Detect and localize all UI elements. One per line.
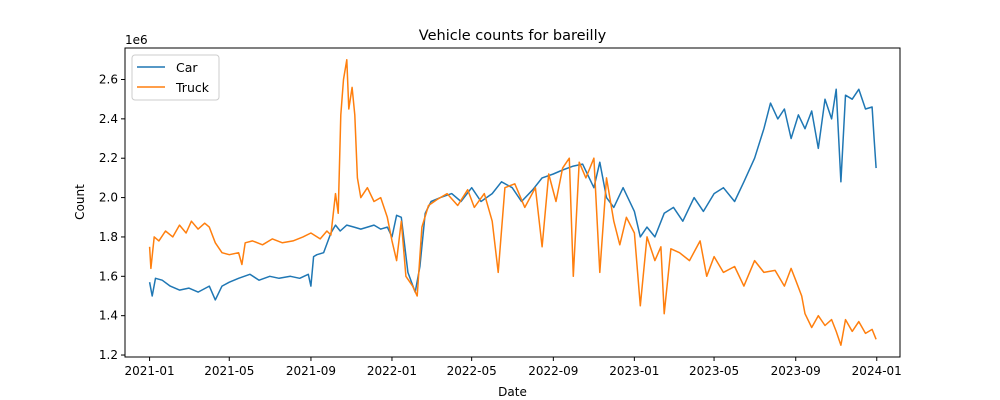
y-axis: 1.2 1.4 1.6 1.8 2.0 2.2 2.4 2.6 [99,72,125,362]
y-tick-label: 1.6 [99,269,118,283]
x-tick-label: 2021-05 [204,364,254,378]
series-line-car [148,88,877,301]
legend: Car Truck [131,54,220,101]
y-tick-label: 2.6 [99,72,118,86]
chart-title: Vehicle counts for bareilly [419,28,607,44]
x-tick-label: 2023-05 [689,364,739,378]
plot-frame [124,47,901,358]
series-layer [148,59,877,346]
y-tick-label: 2.4 [99,112,118,126]
legend-label-car: Car [176,60,198,75]
series-line-truck [148,59,877,346]
x-tick-label: 2022-09 [528,364,578,378]
x-tick-label: 2022-05 [447,364,497,378]
x-tick-label: 2023-09 [771,364,821,378]
y-axis-label: Count [73,184,87,220]
x-tick-label: 2023-01 [609,364,659,378]
x-tick-label: 2024-01 [852,364,902,378]
y-tick-label: 2.2 [99,151,118,165]
y-tick-label: 1.2 [99,348,118,362]
y-tick-label: 2.0 [99,191,118,205]
x-axis-label: Date [498,385,527,399]
plot-area [124,47,901,358]
x-tick-label: 2021-01 [125,364,175,378]
y-tick-label: 1.4 [99,309,118,323]
x-tick-label: 2021-09 [286,364,336,378]
x-axis: 2021-01 2021-05 2021-09 2022-01 2022-05 2022-… [125,357,902,378]
legend-label-truck: Truck [175,80,210,95]
y-offset-label: 1e6 [125,33,148,47]
y-tick-label: 1.8 [99,230,118,244]
x-tick-label: 2022-01 [367,364,417,378]
